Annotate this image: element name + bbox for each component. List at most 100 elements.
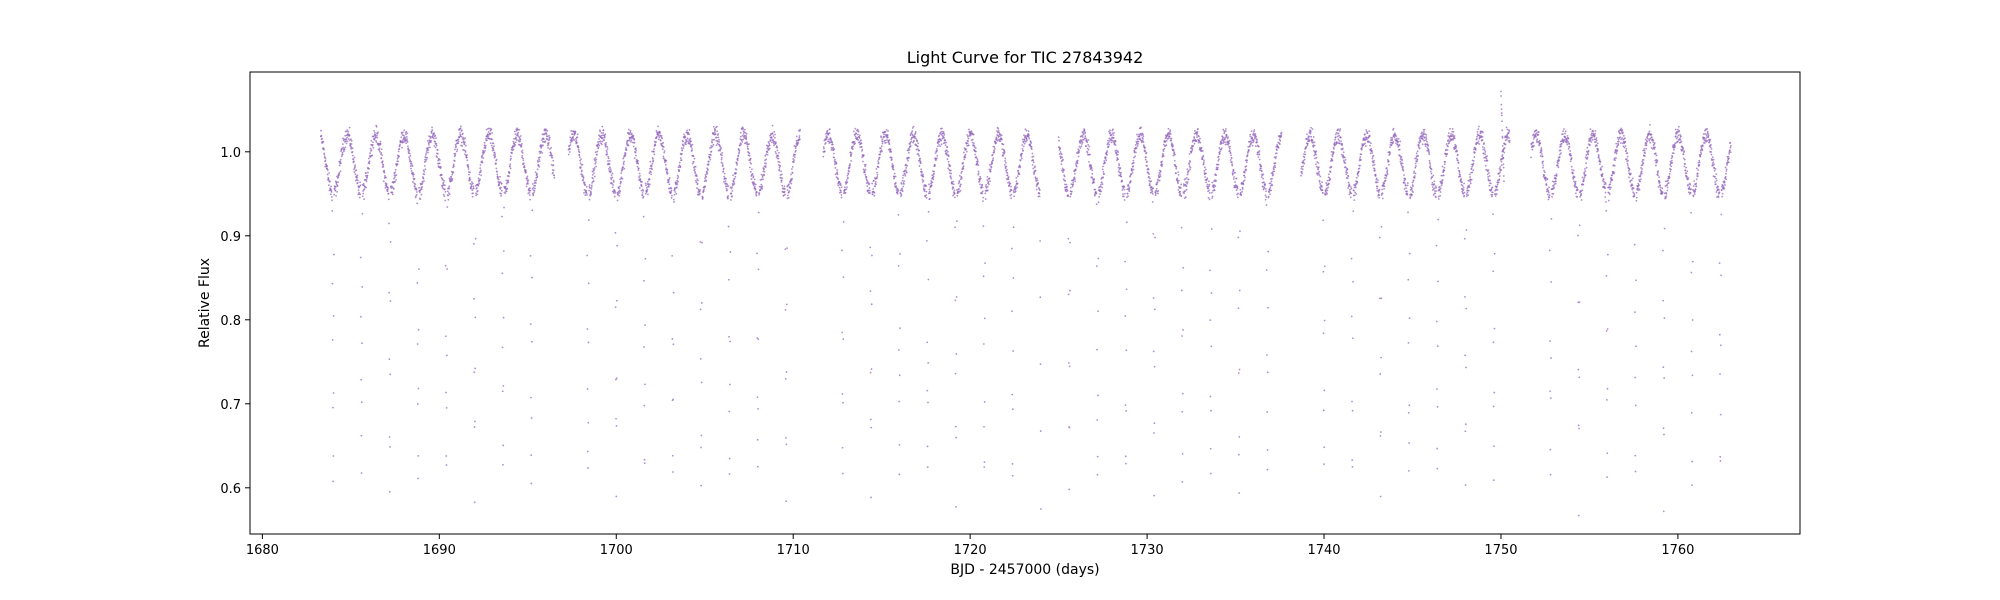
data-point [1011,393,1014,396]
data-point [1348,193,1351,196]
data-point [364,174,367,177]
data-point [709,158,712,161]
data-point [472,185,475,188]
data-point [673,193,676,196]
data-point [1263,186,1266,189]
data-point [1021,152,1023,155]
data-point [508,175,510,178]
data-point [990,166,993,169]
data-point [1073,176,1076,179]
data-point [624,152,627,155]
data-point [470,187,473,190]
data-point [1379,495,1382,498]
data-point [1135,147,1138,150]
data-point [1452,138,1454,141]
data-point [693,168,696,171]
data-point [344,140,347,143]
data-point [1256,138,1258,140]
data-point [1280,134,1283,136]
data-point [701,198,704,200]
data-point [1208,189,1211,192]
data-point [677,180,679,183]
data-point [1321,181,1323,184]
data-point [1322,219,1325,222]
data-point [1095,192,1098,195]
data-point [1069,186,1072,189]
data-point [420,193,423,196]
data-point [646,180,649,183]
data-point [1102,165,1104,168]
data-point [606,145,609,148]
data-point [727,195,730,197]
data-point [918,154,920,157]
data-point [1217,155,1220,158]
data-point [847,173,850,175]
data-point [441,178,444,181]
data-point [852,145,855,148]
data-point [1323,446,1326,449]
data-point [1346,177,1349,180]
data-point [1025,129,1028,132]
data-point [1437,218,1440,221]
data-point [622,157,625,160]
data-point [778,169,781,172]
data-point [605,149,608,152]
data-point [376,136,379,139]
data-point [830,148,833,151]
data-point [417,455,420,457]
data-point [858,134,861,137]
data-point [642,279,645,282]
data-point [353,156,356,159]
data-point [486,139,488,142]
data-point [1195,133,1198,136]
data-point [925,197,928,199]
data-point [1406,184,1409,187]
data-point [1228,139,1231,142]
data-point [935,147,938,150]
data-point [519,135,522,137]
data-point [795,139,798,142]
data-point [1344,166,1347,169]
data-point [976,160,979,163]
data-point [1132,159,1135,162]
data-point [1201,158,1204,160]
data-point [898,374,901,377]
data-point [1125,462,1127,465]
data-point [1360,153,1363,156]
data-points [319,90,1732,517]
data-point [664,164,667,166]
data-point [886,136,889,139]
data-point [997,127,1000,130]
data-point [415,195,417,198]
data-point [574,130,577,133]
data-point [976,159,979,161]
data-point [1000,138,1003,141]
data-point [356,182,359,184]
data-point [511,152,513,155]
data-point [510,157,512,160]
data-point [398,145,401,147]
data-point [1069,195,1072,198]
data-point [1108,143,1111,146]
data-point [790,168,793,170]
data-point [1449,127,1451,130]
data-point [594,157,597,159]
data-point [912,125,915,128]
data-point [1375,181,1378,184]
data-point [1122,193,1124,195]
data-point [707,169,709,171]
data-point [365,186,368,189]
data-point [1156,181,1159,183]
data-point [668,178,671,181]
data-point [1260,176,1263,179]
data-point [1350,192,1353,195]
data-point [1211,181,1214,184]
data-point [985,183,988,186]
data-point [1209,447,1212,450]
data-point [755,193,757,196]
data-point [501,215,504,218]
data-point [730,187,733,190]
data-point [459,133,462,136]
data-point [1011,310,1013,313]
data-point [1436,388,1438,390]
